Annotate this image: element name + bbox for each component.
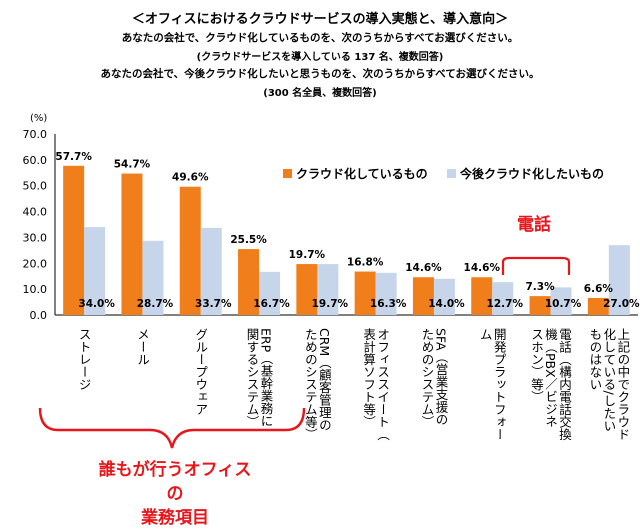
chart-title: ＜オフィスにおけるクラウドサービスの導入実態と、導入意向＞ [131,12,509,27]
data-label-series-2: 19.7% [312,298,349,310]
bar-series-1 [412,277,434,315]
data-label-series-2: 34.0% [78,298,115,310]
x-category-label: スホン）等） [529,328,544,403]
x-category-label: ストレージ [77,328,92,391]
x-category-label: メール [135,328,150,366]
office-tasks-line-2: 業務項目 [141,508,209,528]
data-label-series-2: 16.7% [253,298,290,310]
x-category-label: オフィススイート（ [375,328,390,441]
y-tick-label: 60.0 [23,154,48,167]
data-label-series-1: 54.7% [114,159,151,171]
bar-series-1 [121,173,143,315]
bar-series-2 [608,245,630,315]
bar-series-2 [492,282,514,315]
data-label-series-1: 14.6% [405,262,442,274]
data-label-series-1: 16.8% [347,257,384,269]
bar-series-2 [259,271,281,315]
data-label-series-1: 49.6% [172,172,209,184]
data-label-series-1: 6.6% [584,283,614,295]
x-category-label: グループウェア [193,328,208,416]
y-tick-label: 10.0 [23,283,48,296]
bar-series-2 [200,227,222,315]
data-label-series-1: 7.3% [525,281,555,293]
data-label-series-2: 27.0% [603,298,640,310]
bar-series-2 [375,272,397,315]
x-category-label: 開発プラットフォー [492,328,507,441]
y-tick-label: 30.0 [23,231,48,244]
legend-label-series-2: 今後クラウド化したいもの [459,166,604,181]
data-label-series-1: 57.7% [55,151,92,163]
x-category-label: ERP（基幹業務に [259,328,274,427]
phone-bracket [501,256,571,275]
question-1: あなたの会社で、クラウド化しているものを、次のうちからすべてお選びください。 [121,32,519,44]
data-label-series-1: 19.7% [289,249,326,261]
y-tick-label: 0.0 [30,309,48,322]
data-label-series-2: 12.7% [487,298,524,310]
y-tick-label: 40.0 [23,206,48,219]
data-label-series-2: 28.7% [137,298,174,310]
x-category-label: SFA（営業支援の [433,328,448,426]
y-tick-label: 50.0 [23,180,48,193]
data-label-series-2: 10.7% [545,298,582,310]
data-label-series-1: 14.6% [464,262,501,274]
question-1-note: (クラウドサービスを導入している 137 名、複数回答) [196,52,444,63]
bar-series-2 [317,264,339,315]
legend-swatch-series-2 [447,169,456,178]
bar-series-1 [354,271,376,315]
y-tick-label: 20.0 [23,257,48,270]
bar-series-1 [296,264,318,315]
bar-series-2 [433,278,455,315]
bar-series-1 [529,296,551,315]
data-label-series-2: 16.3% [370,298,407,310]
question-2-note: (300 名全員、複数回答) [263,88,377,99]
bar-series-2 [142,240,164,315]
x-category-label: 上記の中でクラウド [615,328,630,441]
x-category-label: 関するシステム） [245,328,260,428]
x-category-label: 表計算ソフト等） [361,328,376,428]
legend-label-series-1: クラウド化しているもの [296,166,428,181]
x-category-label: 機（PBX／ビジネ [543,327,558,428]
office-tasks-bracket [38,407,306,449]
bar-series-1 [587,297,609,315]
x-category-label: CRM（顧客管理の [317,328,332,431]
question-2: あなたの会社で、今後クラウド化したいと思うものを、次のうちからすべてお選びくださ… [100,68,540,80]
bar-series-2 [84,227,106,315]
office-tasks-line-1: 誰もが行うオフィスの [98,460,252,504]
phone-annotation: 電話 [517,215,551,235]
bar-series-1 [179,186,201,315]
legend-swatch-series-1 [283,169,292,178]
bar-series-2 [550,287,572,315]
y-axis-unit: (%) [30,113,47,124]
y-tick-label: 70.0 [23,128,48,141]
data-label-series-1: 25.5% [230,234,267,246]
bar-series-1 [63,165,85,315]
bar-series-1 [471,277,493,315]
x-category-label: ム [478,328,493,341]
data-label-series-2: 33.7% [195,298,232,310]
office-tasks-annotation: 誰もが行うオフィスの 業務項目 [95,458,255,530]
x-category-label: ためのシステム等） [303,328,318,441]
x-category-label: ものはない [587,328,602,391]
x-category-label: 化している/したい [601,328,616,432]
x-category-label: ためのシステム） [419,328,434,428]
data-label-series-2: 14.0% [428,298,465,310]
x-category-label: 電話（構内電話交換 [557,328,572,441]
bar-series-1 [238,249,260,315]
